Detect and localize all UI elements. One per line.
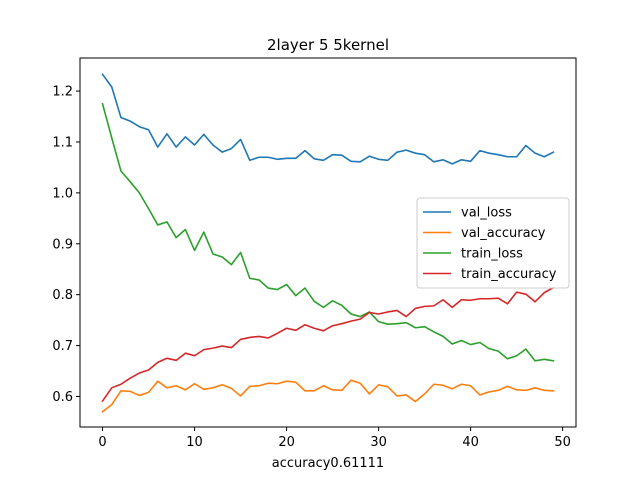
y-tick-label: 0.6: [52, 390, 73, 405]
series-line-val-accuracy: [101, 379, 555, 413]
series-line-train-accuracy: [101, 286, 555, 403]
y-axis: 0.6 0.7 0.8 0.9 1.0 1.1 1.2: [52, 85, 80, 405]
x-tick-label: 30: [370, 435, 387, 450]
x-tick-label: 10: [186, 435, 203, 450]
y-tick-label: 1.1: [52, 135, 73, 150]
chart-title: 2layer 5 5kernel: [267, 36, 389, 54]
y-tick-label: 1.2: [52, 85, 73, 100]
legend-entry: train_loss: [461, 247, 523, 262]
x-tick-label: 0: [98, 435, 106, 450]
series-line-train-loss: [101, 102, 555, 362]
legend-entry: val_accuracy: [461, 226, 546, 241]
x-axis: 0 10 20 30 40 50: [98, 427, 571, 450]
x-tick-label: 40: [462, 435, 479, 450]
plot-frame: [79, 57, 577, 428]
series-layer: [101, 73, 555, 413]
legend-entry: train_accuracy: [461, 267, 557, 282]
legend: val_loss val_accuracy train_loss train_accu…: [416, 197, 570, 289]
x-axis-label: accuracy0.61111: [272, 456, 384, 471]
x-tick-label: 50: [554, 435, 571, 450]
y-tick-label: 1.0: [52, 186, 73, 201]
y-tick-label: 0.8: [52, 288, 73, 303]
y-tick-label: 0.7: [52, 339, 73, 354]
legend-entry: val_loss: [461, 206, 512, 221]
legend-box: [416, 197, 570, 289]
y-tick-label: 0.9: [52, 237, 73, 252]
series-line-val-loss: [101, 73, 555, 165]
x-tick-label: 20: [278, 435, 295, 450]
